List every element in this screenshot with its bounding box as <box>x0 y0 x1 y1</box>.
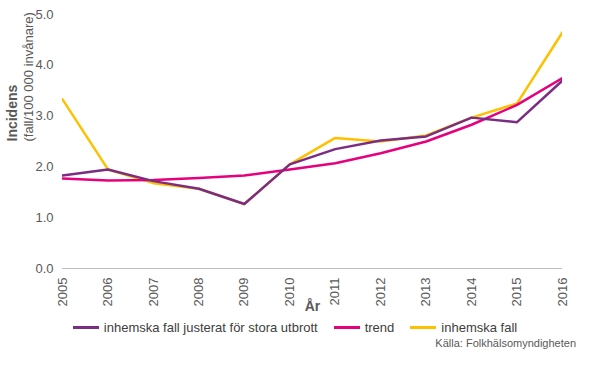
svg-text:1.0: 1.0 <box>35 210 53 225</box>
svg-text:2011: 2011 <box>327 278 342 306</box>
svg-text:2012: 2012 <box>373 278 388 307</box>
svg-text:2008: 2008 <box>191 278 206 307</box>
svg-text:2007: 2007 <box>146 278 161 307</box>
svg-text:5.0: 5.0 <box>35 7 53 22</box>
svg-text:2016: 2016 <box>555 278 570 307</box>
html-text:inhemska fall justerat för sto: inhemska fall justerat för stora utbrott <box>103 320 318 335</box>
svg-text:0.0: 0.0 <box>35 261 53 276</box>
svg-text:2006: 2006 <box>100 278 115 307</box>
svg-text:3.0: 3.0 <box>35 108 53 123</box>
svg-text:2.0: 2.0 <box>35 159 53 174</box>
svg-text:År: År <box>305 298 321 314</box>
html-text:Källa: Folkhälsomyndigheten: Källa: Folkhälsomyndigheten <box>435 337 576 349</box>
html-text:inhemska fall: inhemska fall <box>441 320 518 335</box>
svg-text:2013: 2013 <box>418 278 433 307</box>
html-text:trend: trend <box>364 320 395 335</box>
svg-text:2005: 2005 <box>55 278 70 307</box>
svg-text:Incidens: Incidens <box>4 84 20 141</box>
svg-text:4.0: 4.0 <box>35 57 53 72</box>
svg-text:2009: 2009 <box>236 278 251 307</box>
svg-text:2014: 2014 <box>464 278 479 307</box>
svg-text:2010: 2010 <box>282 278 297 307</box>
svg-text:(fall/100 000 invånare): (fall/100 000 invånare) <box>21 12 36 141</box>
svg-text:2015: 2015 <box>509 278 524 307</box>
